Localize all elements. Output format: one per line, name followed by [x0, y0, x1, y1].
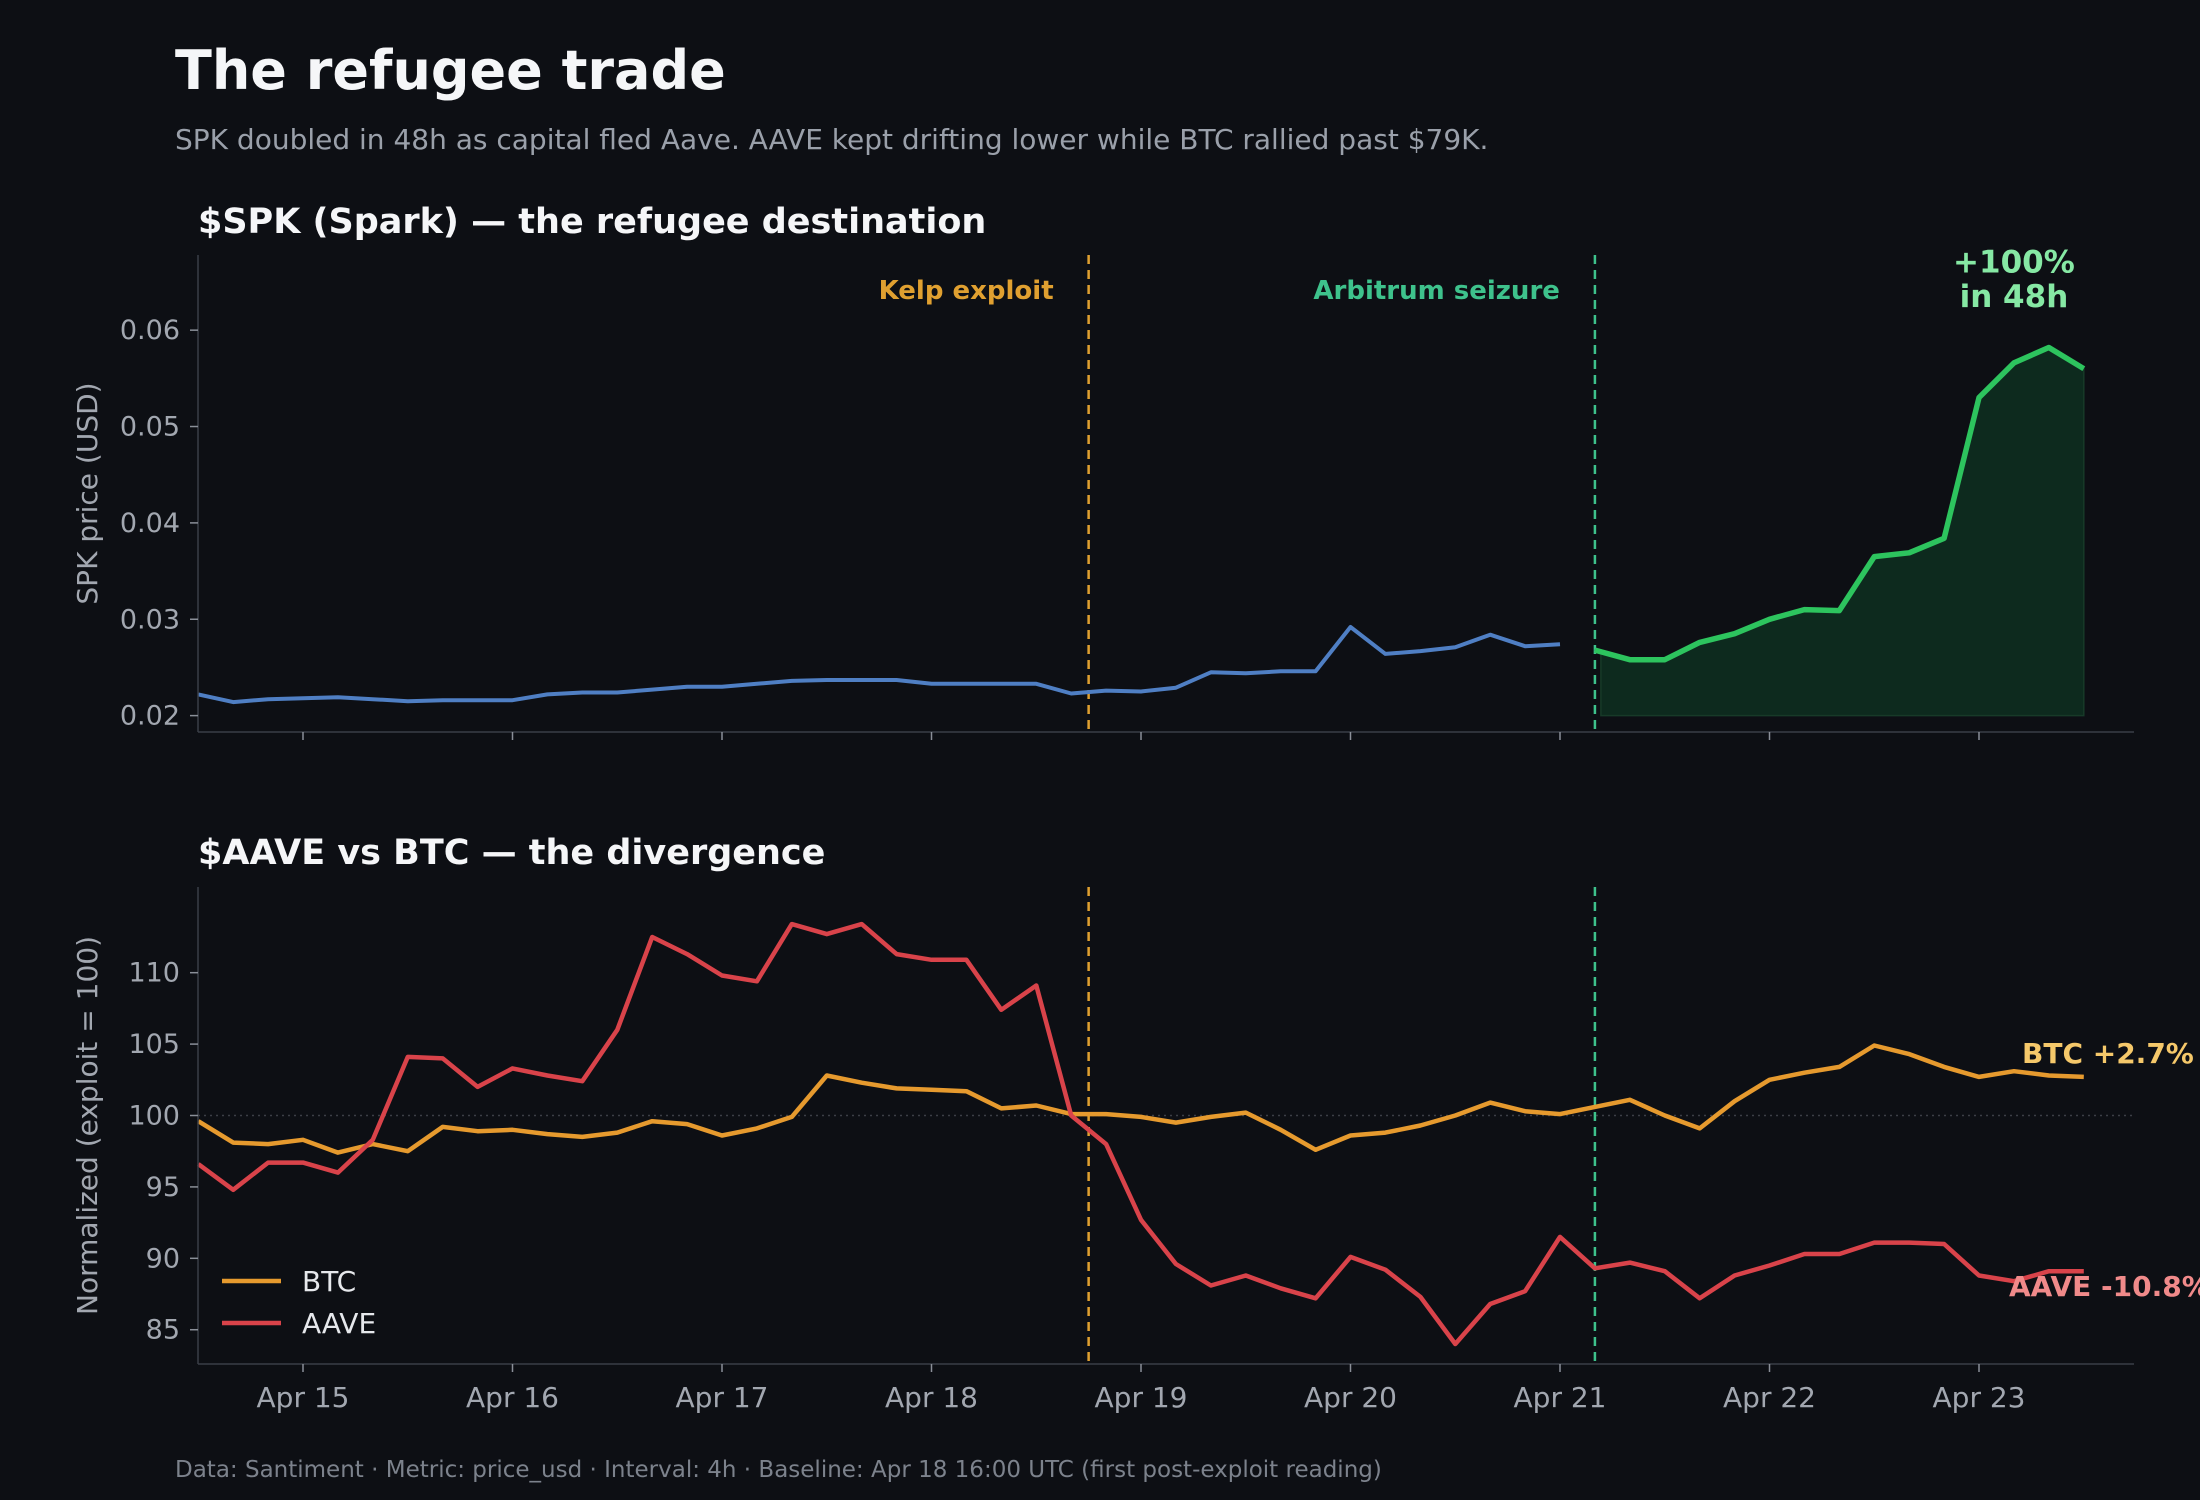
x-tick-label: Apr 16: [466, 1381, 559, 1414]
spk-gain-annotation: in 48h: [1960, 279, 2069, 315]
aave-btc-y-tick-label: 95: [146, 1172, 180, 1203]
aave-btc-y-axis-label: Normalized (exploit = 100): [71, 936, 104, 1315]
btc-line: [197, 1043, 2084, 1155]
aave-btc-panel: $AAVE vs BTC — the divergence Normalized …: [71, 833, 2200, 1414]
spk-post-seizure-line: [1594, 344, 2086, 663]
legend-label-btc: BTC: [302, 1265, 356, 1298]
spk-y-tick-label: 0.04: [120, 508, 180, 539]
spk-y-tick-label: 0.03: [120, 604, 180, 635]
page-subtitle: SPK doubled in 48h as capital fled Aave.…: [175, 123, 1488, 156]
spk-y-axis-label: SPK price (USD): [71, 382, 104, 604]
spk-y-tick-label: 0.05: [120, 412, 180, 443]
x-tick-label: Apr 23: [1933, 1381, 2026, 1414]
aave-btc-y-tick-label: 105: [128, 1029, 180, 1060]
spk-y-tick-label: 0.02: [120, 701, 180, 732]
x-tick-label: Apr 15: [257, 1381, 350, 1414]
spk-y-tick-label: 0.06: [120, 315, 180, 346]
x-tick-label: Apr 19: [1095, 1381, 1188, 1414]
aave-btc-y-tick-label: 85: [146, 1315, 180, 1346]
legend-label-aave: AAVE: [302, 1307, 376, 1340]
spk-pre-seizure-line: [197, 625, 1561, 705]
aave-btc-y-tick-label: 90: [146, 1243, 180, 1274]
spk-panel-title: $SPK (Spark) — the refugee destination: [198, 202, 986, 242]
footer-source: Data: Santiment · Metric: price_usd · In…: [175, 1457, 1382, 1483]
btc-end-label: BTC +2.7%: [2022, 1037, 2194, 1070]
x-tick-label: Apr 21: [1514, 1381, 1607, 1414]
aave-line: [196, 921, 2084, 1347]
event-label-kelp: Kelp exploit: [879, 276, 1054, 306]
x-tick-label: Apr 17: [676, 1381, 769, 1414]
spk-gain-annotation: +100%: [1953, 244, 2075, 280]
aave-btc-y-tick-label: 100: [128, 1101, 180, 1132]
x-tick-label: Apr 20: [1304, 1381, 1397, 1414]
aave-btc-y-tick-label: 110: [128, 958, 180, 989]
aave-btc-panel-title: $AAVE vs BTC — the divergence: [198, 833, 825, 873]
event-label-arbitrum: Arbitrum seizure: [1313, 276, 1560, 306]
x-tick-label: Apr 18: [885, 1381, 978, 1414]
x-tick-label: Apr 22: [1723, 1381, 1816, 1414]
spk-panel: $SPK (Spark) — the refugee destination SP…: [71, 202, 2134, 740]
page-title: The refugee trade: [175, 39, 726, 102]
aave-end-label: AAVE -10.8%: [2009, 1270, 2200, 1303]
